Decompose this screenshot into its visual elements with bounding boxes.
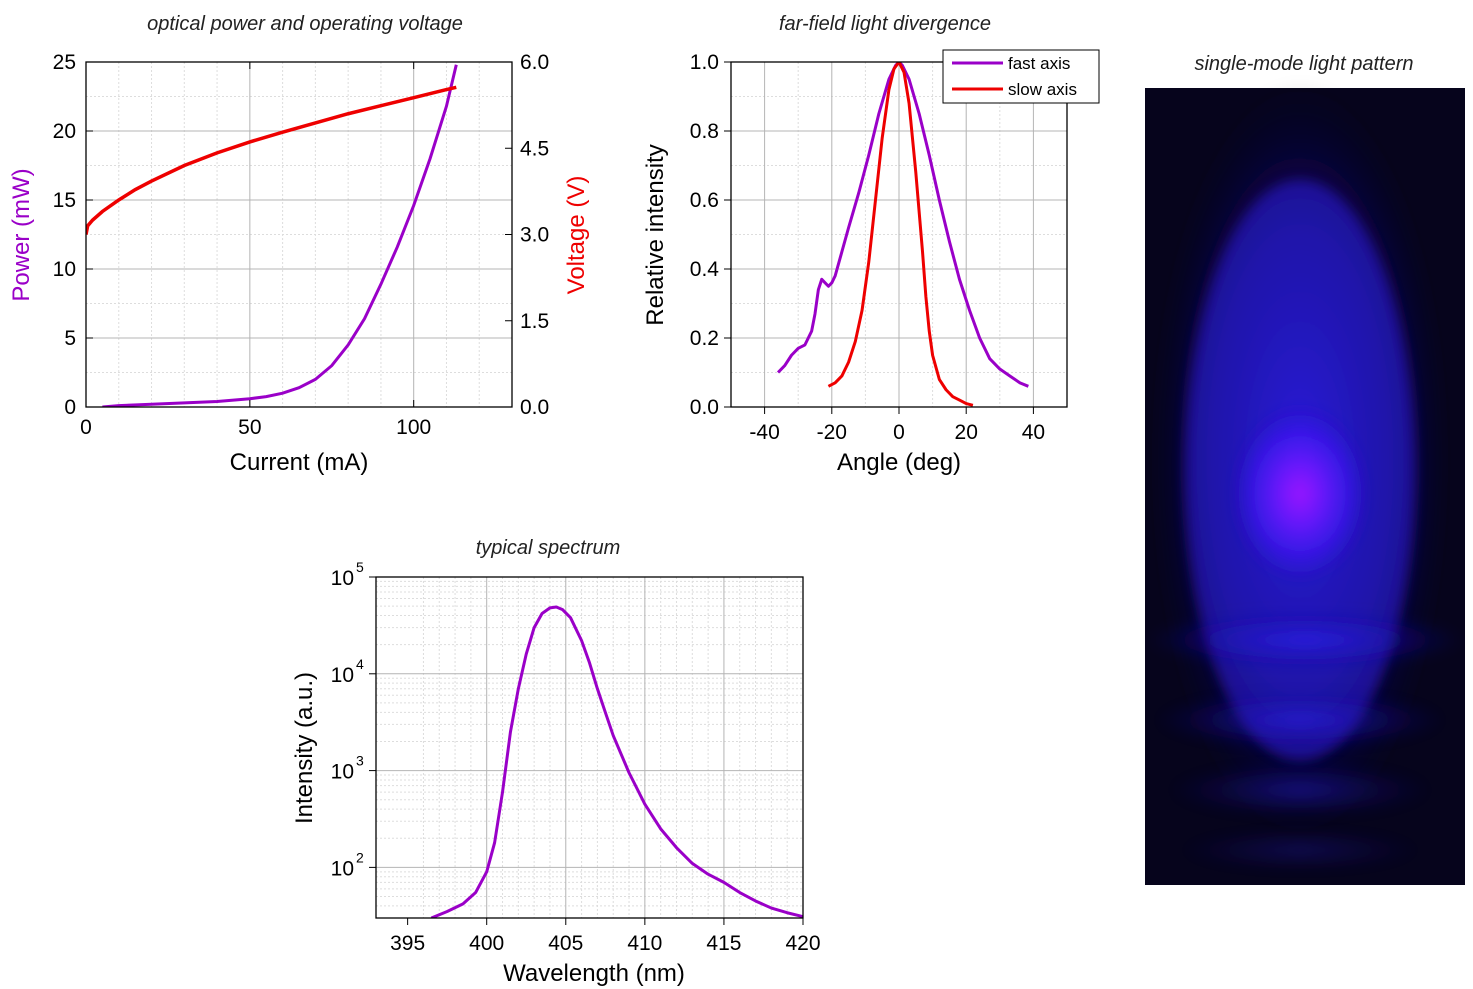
x-tick-label: 100 (396, 416, 431, 439)
series-slow-axis-line (827, 62, 974, 407)
x-tick-label: 410 (627, 932, 662, 955)
y-tick-label: 1.0 (690, 51, 719, 74)
y-tick-exponent: 3 (356, 753, 364, 769)
x-tick-label: 420 (785, 932, 820, 955)
x-tick-label: 20 (955, 421, 978, 444)
series-power-line (102, 64, 458, 407)
y-tick-label: 15 (53, 189, 76, 212)
y-tick-exponent: 5 (356, 559, 364, 575)
x-tick-label: 0 (80, 416, 92, 439)
y2-tick-label: 6.0 (520, 51, 549, 74)
y-tick-label: 0.8 (690, 120, 719, 143)
light-pattern-title: single-mode light pattern (1194, 53, 1413, 75)
wavelength-axis-label: Wavelength (nm) (503, 960, 685, 987)
y-tick-exponent: 2 (356, 849, 364, 865)
power-voltage-title: optical power and operating voltage (147, 13, 463, 35)
light-pattern-image (1145, 80, 1465, 885)
y-tick-exponent: 4 (356, 656, 364, 672)
relative-intensity-axis-label: Relative intensity (642, 144, 669, 325)
y-tick-label: 0.2 (690, 327, 719, 350)
y-tick-label: 20 (53, 120, 76, 143)
x-tick-label: 0 (893, 421, 905, 444)
y2-tick-label: 3.0 (520, 224, 549, 247)
intensity-axis-label: Intensity (a.u.) (291, 672, 318, 824)
far-field-chart: far-field light divergence -40 -20 0 20 40 0.… (642, 13, 1100, 476)
y-tick-label: 10 (53, 258, 76, 281)
series-voltage-line (86, 85, 457, 235)
series-spectrum-line (430, 605, 803, 918)
x-tick-label: 415 (706, 932, 741, 955)
far-field-title: far-field light divergence (779, 13, 991, 35)
y-tick-label: 10 (331, 761, 354, 784)
angle-axis-label: Angle (deg) (837, 449, 961, 476)
y2-tick-label: 4.5 (520, 137, 549, 160)
y-tick-label: 10 (331, 857, 354, 880)
y-tick-label: 5 (64, 327, 76, 350)
y-tick-label: 0.6 (690, 189, 719, 212)
x-tick-label: -40 (749, 421, 779, 444)
y-tick-label: 25 (53, 51, 76, 74)
x-tick-label: -20 (817, 421, 847, 444)
y-tick-label: 0.0 (690, 396, 719, 419)
power-axis-label: Power (mW) (8, 168, 35, 301)
y-tick-label: 0.4 (690, 258, 720, 281)
spectrum-plot-frame (375, 576, 804, 919)
legend-box (942, 49, 1100, 104)
current-axis-label: Current (mA) (230, 449, 369, 476)
spectrum-title: typical spectrum (476, 537, 621, 559)
power-voltage-chart: optical power and operating voltage 0 50 1… (8, 13, 590, 476)
y-tick-label: 0 (64, 396, 76, 419)
y2-tick-label: 1.5 (520, 310, 549, 333)
voltage-axis-label: Voltage (V) (563, 176, 590, 295)
x-tick-label: 40 (1022, 421, 1045, 444)
y-tick-label: 10 (331, 664, 354, 687)
legend-label-fast-axis: fast axis (1008, 54, 1070, 73)
legend: fast axis slow axis (942, 49, 1100, 104)
y-tick-label: 10 (331, 567, 354, 590)
x-tick-label: 395 (390, 932, 425, 955)
x-tick-label: 400 (469, 932, 504, 955)
light-pattern-panel: single-mode light pattern (1145, 53, 1465, 885)
x-tick-label: 50 (238, 416, 261, 439)
y2-tick-label: 0.0 (520, 396, 549, 419)
x-tick-label: 405 (548, 932, 583, 955)
legend-label-slow-axis: slow axis (1008, 80, 1077, 99)
series-fast-axis-line (776, 62, 1029, 388)
